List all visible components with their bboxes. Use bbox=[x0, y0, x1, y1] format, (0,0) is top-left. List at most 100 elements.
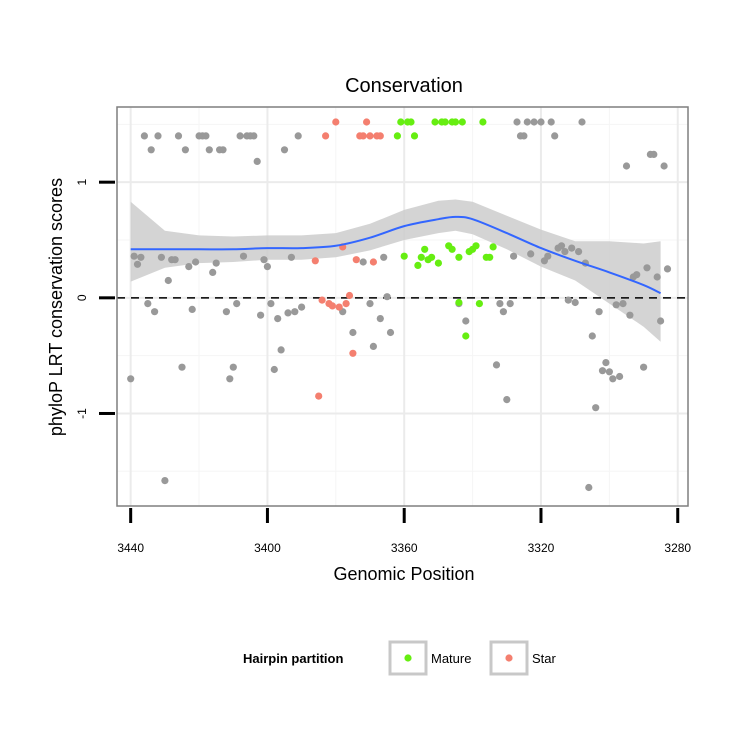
point-mature-23 bbox=[472, 242, 480, 250]
y-tick-label-1: 0 bbox=[75, 294, 89, 301]
point-other-81 bbox=[561, 248, 569, 256]
point-other-98 bbox=[619, 300, 627, 308]
point-other-82 bbox=[564, 296, 572, 304]
point-other-40 bbox=[263, 263, 271, 271]
point-other-71 bbox=[523, 118, 531, 126]
point-other-55 bbox=[369, 342, 377, 350]
point-other-22 bbox=[202, 132, 210, 140]
point-other-17 bbox=[185, 263, 193, 271]
point-other-103 bbox=[640, 363, 648, 371]
points-layer bbox=[127, 118, 672, 492]
y-tick-label-0: -1 bbox=[75, 408, 89, 419]
point-mature-12 bbox=[434, 259, 442, 267]
point-other-50 bbox=[298, 303, 306, 311]
point-mature-18 bbox=[455, 298, 463, 307]
point-star-12 bbox=[352, 256, 360, 264]
point-other-83 bbox=[568, 244, 576, 252]
point-other-95 bbox=[609, 375, 617, 383]
point-other-70 bbox=[520, 132, 528, 140]
legend: Hairpin partition Mature Star bbox=[243, 640, 557, 676]
point-other-63 bbox=[496, 300, 504, 308]
point-other-14 bbox=[174, 132, 183, 140]
point-other-54 bbox=[366, 300, 374, 308]
point-mature-5 bbox=[410, 132, 419, 140]
point-other-72 bbox=[527, 250, 535, 258]
point-mature-7 bbox=[417, 253, 425, 261]
point-other-52 bbox=[349, 328, 357, 337]
plot-panel-border bbox=[116, 106, 689, 507]
point-other-62 bbox=[492, 361, 501, 369]
point-other-8 bbox=[154, 132, 162, 140]
point-mature-8 bbox=[421, 245, 429, 253]
point-other-38 bbox=[257, 311, 265, 319]
point-mature-0 bbox=[393, 132, 401, 140]
legend-key-star bbox=[489, 640, 529, 676]
plot-panel bbox=[117, 107, 688, 506]
point-mature-20 bbox=[462, 332, 470, 340]
point-other-2 bbox=[133, 260, 142, 268]
point-other-53 bbox=[359, 258, 367, 266]
point-mature-25 bbox=[479, 118, 487, 126]
point-mature-11 bbox=[431, 118, 439, 126]
point-other-3 bbox=[137, 253, 145, 261]
point-other-84 bbox=[571, 298, 579, 307]
smooth-line-layer bbox=[130, 215, 662, 295]
point-other-16 bbox=[181, 146, 189, 154]
legend-label-mature: Mature bbox=[431, 651, 471, 666]
point-other-107 bbox=[653, 273, 661, 281]
point-other-10 bbox=[161, 477, 169, 485]
point-other-56 bbox=[376, 315, 384, 323]
point-other-92 bbox=[598, 367, 607, 375]
point-star-1 bbox=[315, 392, 323, 400]
point-other-108 bbox=[657, 317, 665, 325]
point-other-106 bbox=[650, 150, 658, 158]
point-other-18 bbox=[188, 305, 196, 313]
point-other-110 bbox=[663, 265, 672, 273]
point-other-33 bbox=[239, 252, 248, 260]
x-tick-label-0: 3440 bbox=[117, 541, 144, 555]
series-star bbox=[311, 118, 384, 400]
point-star-7 bbox=[335, 303, 343, 311]
point-other-99 bbox=[622, 162, 631, 170]
point-star-16 bbox=[366, 132, 374, 140]
point-star-2 bbox=[318, 296, 326, 304]
point-mature-24 bbox=[475, 300, 483, 308]
point-other-43 bbox=[274, 315, 282, 323]
y-axis: -1 0 1 bbox=[75, 179, 115, 419]
legend-title: Hairpin partition bbox=[243, 651, 343, 666]
point-mature-27 bbox=[486, 253, 494, 261]
point-other-66 bbox=[506, 300, 514, 308]
point-other-90 bbox=[592, 404, 600, 412]
point-other-42 bbox=[270, 365, 278, 374]
point-other-86 bbox=[578, 118, 586, 126]
point-other-96 bbox=[612, 301, 620, 309]
point-other-36 bbox=[250, 132, 258, 140]
point-other-85 bbox=[575, 248, 583, 256]
point-star-15 bbox=[363, 118, 371, 126]
point-other-39 bbox=[260, 256, 268, 264]
legend-label-star: Star bbox=[532, 651, 557, 666]
point-star-9 bbox=[342, 300, 350, 308]
point-star-11 bbox=[349, 349, 357, 357]
point-other-100 bbox=[626, 311, 634, 319]
point-star-0 bbox=[311, 257, 319, 265]
point-other-67 bbox=[509, 252, 518, 260]
point-other-9 bbox=[157, 253, 165, 261]
point-mature-17 bbox=[451, 118, 460, 126]
x-axis: 3440 3400 3360 3320 3280 bbox=[117, 508, 691, 555]
point-other-45 bbox=[280, 146, 289, 154]
point-star-5 bbox=[328, 302, 336, 310]
y-tick-label-2: 1 bbox=[75, 179, 89, 186]
point-other-47 bbox=[287, 253, 295, 261]
series-mature bbox=[393, 118, 497, 340]
point-other-13 bbox=[171, 256, 179, 264]
point-other-61 bbox=[462, 317, 470, 325]
point-other-109 bbox=[660, 162, 668, 170]
point-star-3 bbox=[322, 132, 330, 140]
point-other-46 bbox=[284, 309, 292, 317]
point-other-104 bbox=[643, 264, 651, 272]
x-tick-label-3: 3320 bbox=[528, 541, 555, 555]
grid bbox=[117, 107, 688, 506]
point-other-27 bbox=[219, 146, 227, 154]
